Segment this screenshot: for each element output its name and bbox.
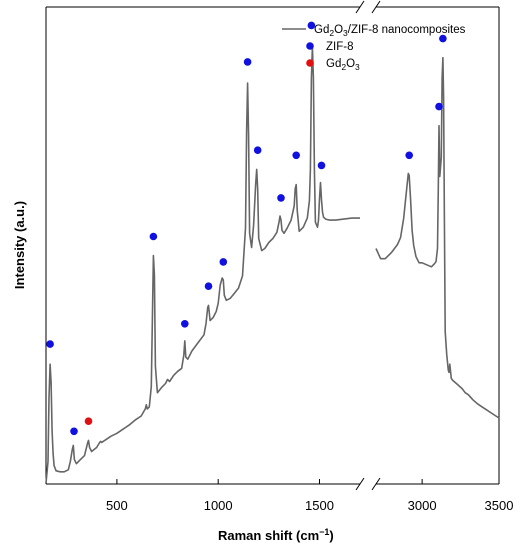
- break-mark-top-1: [355, 0, 365, 14]
- x-tick-label-1500: 1500: [305, 498, 334, 513]
- zif8-peak-marker-6: [219, 258, 228, 266]
- legend-label-composite: Gd2O3/ZIF-8 nanocomposites: [314, 24, 466, 38]
- legend-dot-gd2o3: [306, 59, 314, 67]
- legend-zif8-p0: ZIF-8: [326, 41, 353, 53]
- break-mark-top-2: [371, 0, 381, 14]
- zif8-peak-marker-8: [253, 146, 262, 154]
- x-tick-label-3500: 3500: [485, 498, 514, 513]
- legend-composite-p3: 3: [343, 28, 348, 38]
- x-ticks: 500 1000 1500 3000 3500: [106, 479, 513, 513]
- zif8-peak-marker-1: [46, 340, 54, 348]
- zif8-peak-marker-13: [405, 151, 414, 160]
- x-axis-title-text: Raman shift (cm: [218, 528, 319, 543]
- zif8-peak-marker-2: [70, 427, 78, 436]
- legend-label-zif8: ZIF-8: [326, 41, 353, 53]
- zif8-peak-marker-14: [435, 102, 443, 111]
- series-line-segment-2: [375, 56, 500, 419]
- break-mark-bottom-1: [355, 477, 365, 491]
- x-axis-title-sup: −1: [319, 527, 329, 537]
- series-group: [45, 45, 500, 484]
- zif8-peak-marker-11: [307, 21, 316, 30]
- legend-gd2o3-p1: 2: [341, 62, 346, 72]
- legend-composite-p2: O: [334, 24, 343, 36]
- zif8-peak-marker-4: [181, 320, 189, 328]
- break-mark-bottom-2: [371, 477, 381, 491]
- legend-composite-p1: 2: [329, 28, 334, 38]
- x-axis-title-close: ): [329, 528, 333, 543]
- marker-group: [46, 21, 447, 436]
- zif8-peak-marker-9: [277, 194, 285, 202]
- zif8-peak-marker-10: [292, 151, 301, 160]
- series-line-segment-1: [45, 45, 360, 484]
- x-tick-label-3000: 3000: [408, 498, 437, 513]
- legend-dot-zif8: [306, 42, 314, 50]
- legend-label-gd2o3: Gd2O3: [326, 58, 360, 72]
- zif8-peak-marker-5: [204, 282, 213, 291]
- zif8-peak-marker-3: [149, 232, 158, 241]
- zif8-peak-marker-12: [317, 161, 326, 170]
- x-tick-label-500: 500: [106, 498, 128, 513]
- legend-gd2o3-p3: 3: [355, 62, 360, 72]
- legend: Gd2O3/ZIF-8 nanocomposites ZIF-8 Gd2O3: [282, 24, 466, 72]
- legend-gd2o3-p0: Gd: [326, 58, 341, 70]
- x-axis-title: Raman shift (cm−1): [218, 527, 334, 543]
- x-tick-label-1000: 1000: [204, 498, 233, 513]
- legend-composite-p4: /ZIF-8 nanocomposites: [348, 24, 466, 36]
- y-axis-title: Intensity (a.u.): [12, 201, 27, 289]
- axis-break-marks: [355, 0, 381, 491]
- zif8-peak-marker-15: [439, 34, 447, 43]
- gd2o3-peak-marker-1: [84, 417, 93, 426]
- legend-gd2o3-p2: O: [346, 58, 355, 70]
- plot-frame: [45, 6, 500, 485]
- zif8-peak-marker-7: [243, 58, 252, 66]
- legend-composite-p0: Gd: [314, 24, 329, 36]
